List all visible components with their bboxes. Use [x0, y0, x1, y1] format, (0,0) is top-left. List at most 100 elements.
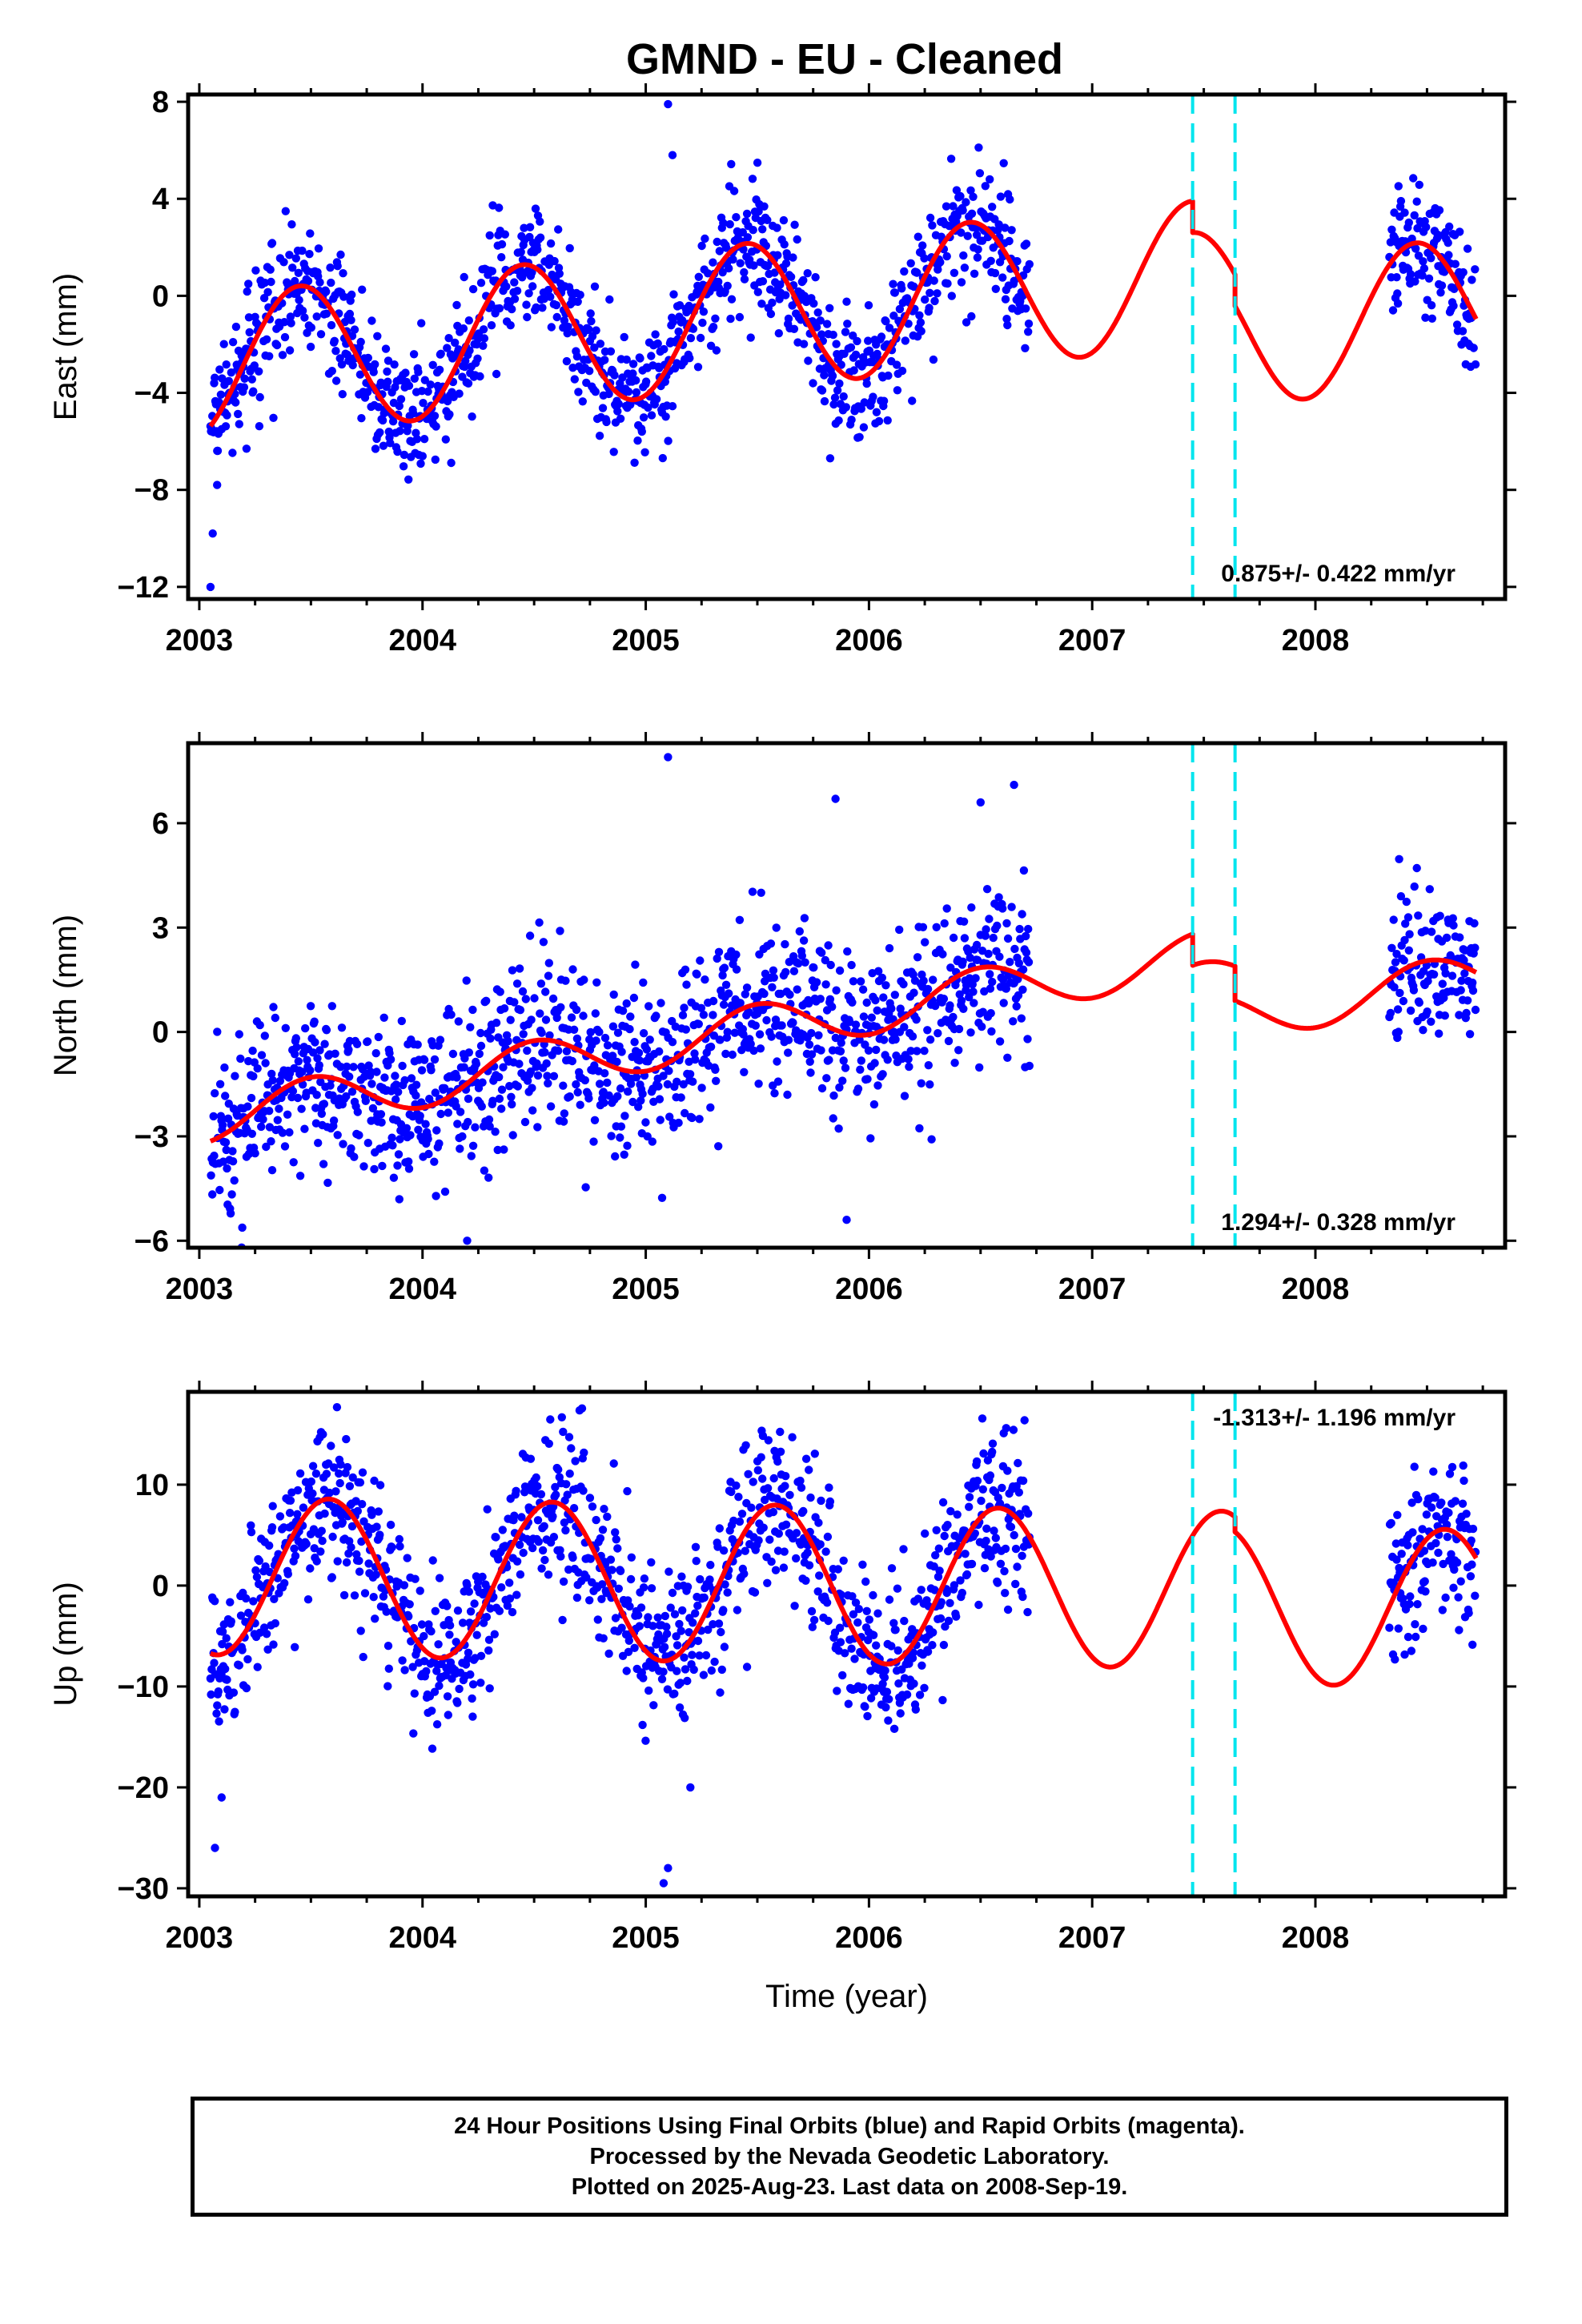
data-point [332, 1403, 342, 1412]
data-point [987, 1027, 996, 1036]
data-point [306, 1066, 315, 1075]
data-point [484, 1173, 493, 1182]
data-point [574, 388, 583, 396]
data-point [634, 1610, 643, 1620]
data-point [262, 335, 271, 344]
data-point [788, 1433, 797, 1441]
data-point [950, 268, 959, 277]
data-point [298, 246, 307, 255]
data-point [1445, 1470, 1455, 1478]
data-point [665, 1567, 673, 1576]
data-point [718, 971, 727, 980]
data-point [285, 1509, 295, 1518]
data-point [870, 1059, 879, 1068]
data-point [837, 360, 845, 369]
data-point [694, 272, 703, 281]
data-point [983, 1456, 993, 1465]
data-point [445, 1630, 454, 1639]
data-point [962, 1570, 972, 1579]
data-point [866, 1134, 875, 1143]
data-point [418, 452, 427, 460]
data-point [806, 1068, 815, 1077]
data-point [555, 269, 564, 278]
data-point [652, 395, 661, 404]
data-point [913, 268, 921, 277]
data-point [1464, 1609, 1473, 1618]
data-point [611, 1528, 620, 1537]
data-point [637, 427, 646, 436]
data-point [495, 304, 504, 313]
data-point [847, 960, 856, 970]
data-point [210, 1152, 219, 1160]
data-point [538, 1546, 548, 1555]
data-point [1403, 913, 1413, 922]
data-point [405, 1600, 414, 1609]
data-point [472, 1630, 481, 1639]
data-point [993, 921, 1002, 931]
data-point [1018, 1551, 1026, 1561]
data-point [817, 1046, 825, 1055]
data-point [975, 169, 985, 178]
data-point [322, 309, 331, 318]
data-point [647, 1584, 656, 1593]
data-point [540, 1555, 549, 1565]
data-point [473, 354, 482, 363]
data-point [639, 978, 648, 987]
data-point [413, 1040, 422, 1049]
data-point [483, 1505, 492, 1514]
data-point [640, 1574, 649, 1583]
data-point [589, 1137, 598, 1146]
data-point [949, 202, 958, 211]
data-point [978, 1022, 986, 1031]
data-point [533, 1071, 543, 1080]
data-point [1010, 944, 1019, 954]
data-point [1456, 933, 1464, 942]
data-point [430, 1687, 440, 1696]
data-point [238, 1646, 247, 1655]
data-point [754, 1080, 763, 1088]
data-point [295, 296, 303, 304]
data-point [235, 420, 243, 428]
data-point [337, 1023, 347, 1032]
data-point [369, 1593, 378, 1602]
data-point [275, 1104, 283, 1113]
data-point [543, 1072, 552, 1080]
data-point [959, 917, 969, 927]
data-point [243, 287, 251, 296]
data-point [998, 273, 1007, 282]
data-point [668, 402, 677, 411]
data-point [986, 1009, 995, 1018]
data-point [938, 1498, 948, 1507]
data-point [662, 1622, 671, 1631]
data-point [538, 304, 547, 312]
data-point [725, 219, 734, 229]
data-point [464, 1648, 473, 1657]
x-tick-label: 2003 [166, 1273, 234, 1306]
data-point [611, 1614, 620, 1622]
data-point [300, 313, 309, 322]
data-point [283, 1110, 292, 1120]
data-point [1393, 1005, 1403, 1014]
data-point [1400, 208, 1409, 217]
data-point [320, 1509, 329, 1518]
data-point [409, 409, 418, 418]
data-point [468, 1694, 476, 1703]
data-point [957, 278, 966, 287]
data-point [861, 1577, 870, 1586]
data-point [974, 1600, 983, 1610]
data-point [988, 203, 997, 211]
data-point [1394, 1027, 1403, 1036]
data-point [847, 416, 856, 424]
data-point [721, 243, 731, 252]
data-point [801, 1576, 810, 1586]
data-point [926, 1035, 935, 1044]
data-point [688, 1651, 697, 1659]
data-point [480, 1166, 489, 1175]
data-point [906, 1047, 915, 1055]
data-point [837, 1039, 845, 1047]
data-point [291, 1034, 300, 1043]
data-point [823, 1532, 833, 1542]
data-point [525, 931, 535, 940]
data-point [556, 1003, 565, 1012]
